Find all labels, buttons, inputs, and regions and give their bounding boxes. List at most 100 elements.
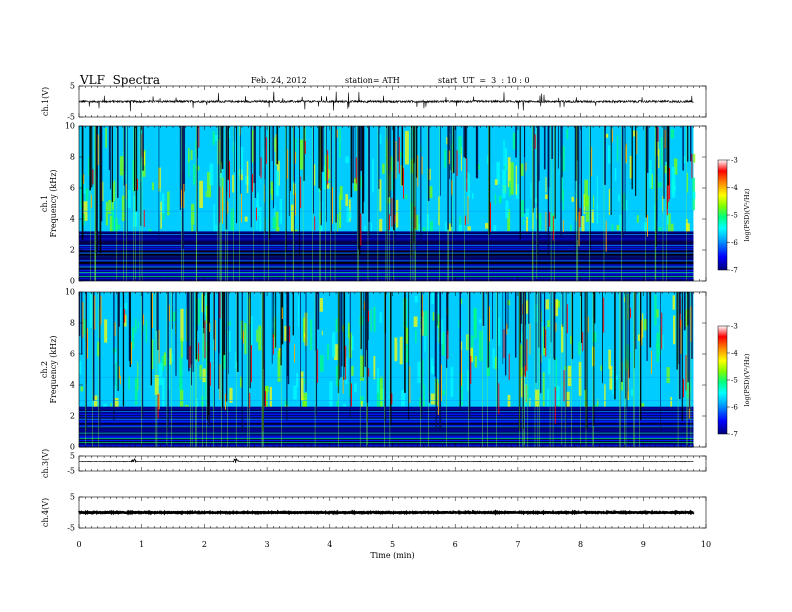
spectrogram-cell bbox=[685, 223, 690, 234]
spectrogram-cell bbox=[507, 300, 511, 306]
spectrogram-cell bbox=[498, 317, 501, 346]
y-tick-label: 10 bbox=[65, 122, 75, 131]
spectrogram-cell bbox=[244, 323, 247, 355]
spectrogram-cell bbox=[643, 318, 648, 331]
spectrogram-cell bbox=[654, 294, 657, 326]
spectrogram-cell bbox=[250, 316, 253, 346]
spectrogram-cell bbox=[160, 201, 162, 229]
spectrogram-cell bbox=[116, 224, 121, 230]
spectrogram-cell bbox=[304, 379, 306, 384]
x-tick-label: 6 bbox=[453, 540, 458, 549]
spectrogram-cell bbox=[275, 134, 277, 166]
spectrogram-cell bbox=[656, 332, 659, 363]
spectrogram-cell bbox=[445, 221, 447, 233]
spectrogram-cell bbox=[450, 367, 454, 398]
ch2-spectrogram bbox=[78, 292, 694, 448]
spectrogram-cell bbox=[204, 294, 208, 316]
spectrogram-cell bbox=[190, 203, 195, 225]
y-axis-label: ch.4(V) bbox=[41, 498, 50, 527]
spectrogram-cell bbox=[560, 324, 564, 353]
spectrogram-cell bbox=[169, 348, 172, 365]
spectrogram-cell bbox=[542, 372, 545, 407]
ch1-spectrogram bbox=[79, 126, 696, 281]
spectrogram-cell bbox=[180, 308, 184, 342]
spectrogram-cell bbox=[108, 200, 112, 215]
panels-layer bbox=[78, 85, 730, 529]
spectrogram-cell bbox=[547, 388, 549, 415]
spectrogram-cell bbox=[648, 160, 652, 188]
waveform-trace bbox=[78, 509, 695, 516]
colorbar-tick-label: -5 bbox=[731, 377, 738, 385]
spectrogram-cell bbox=[239, 376, 243, 388]
spectrogram-cell bbox=[526, 220, 528, 241]
spectrogram-cell bbox=[503, 139, 505, 167]
spectrogram-cell bbox=[429, 186, 433, 199]
band-stripe bbox=[79, 408, 694, 410]
spectrogram-cell bbox=[614, 375, 619, 381]
spectrogram-cell bbox=[578, 361, 582, 396]
spectrogram-cell bbox=[666, 367, 670, 383]
band-stripe bbox=[79, 417, 694, 420]
spectrogram-cell bbox=[324, 154, 329, 182]
spectrogram-cell bbox=[502, 169, 506, 199]
spectrogram-cell bbox=[596, 203, 599, 225]
x-tick-label: 10 bbox=[701, 540, 711, 549]
band-stripe bbox=[79, 248, 694, 251]
spectrogram-cell bbox=[145, 320, 148, 343]
figure-title: VLF Spectra bbox=[80, 73, 161, 87]
y-tick-label: 5 bbox=[70, 493, 75, 502]
spectrogram-cell bbox=[520, 367, 525, 398]
spectrogram-cell bbox=[657, 182, 662, 188]
colorbar-tick-label: -6 bbox=[731, 404, 738, 412]
spectrogram-cell bbox=[560, 168, 563, 201]
spectrogram-cell bbox=[510, 162, 514, 195]
spectrogram-cell bbox=[658, 149, 660, 169]
spectrogram-cell bbox=[550, 213, 555, 247]
spectrogram-cell bbox=[627, 345, 630, 363]
spectrogram-cell bbox=[430, 220, 434, 238]
spectrogram-cell bbox=[405, 299, 407, 333]
spectrogram-cell bbox=[371, 222, 373, 232]
spectrogram-cell bbox=[460, 147, 462, 171]
x-tick-label: 7 bbox=[515, 540, 520, 549]
spectrogram-cell bbox=[444, 149, 447, 168]
spectrogram-cell bbox=[401, 389, 405, 407]
spectrogram-cell bbox=[431, 292, 435, 305]
spectrogram-cell bbox=[125, 302, 128, 310]
spectrogram-cell bbox=[545, 299, 549, 310]
spectrogram-cell bbox=[206, 341, 208, 373]
y-axis-label: ch.1 bbox=[40, 195, 49, 212]
spectrogram-cell bbox=[161, 356, 165, 371]
spectrogram-cell bbox=[212, 131, 215, 145]
y-tick-label: 8 bbox=[70, 153, 75, 162]
band-stripe bbox=[79, 248, 694, 250]
spectrogram-cell bbox=[332, 332, 336, 358]
spectrogram-cell bbox=[625, 200, 628, 212]
spectrogram-cell bbox=[399, 336, 403, 365]
spectrogram-cell bbox=[89, 293, 93, 328]
spectrogram-cell bbox=[290, 204, 295, 235]
spectrogram-cell bbox=[616, 135, 619, 162]
spectrogram-cell bbox=[556, 300, 560, 308]
y-axis-label: Frequency (kHz) bbox=[49, 335, 58, 403]
band-stripe bbox=[79, 424, 694, 426]
spectrogram-cell bbox=[571, 196, 574, 202]
y-tick-label: 5 bbox=[70, 452, 75, 461]
spectrogram-cell bbox=[193, 164, 196, 185]
spectrogram-cell bbox=[641, 313, 644, 338]
spectrogram-cell bbox=[304, 127, 306, 154]
spectrogram-cell bbox=[214, 135, 218, 141]
spectrogram-cell bbox=[124, 314, 127, 327]
spectrogram-cell bbox=[671, 167, 676, 198]
spectrogram-cell bbox=[515, 184, 519, 199]
spectrogram-cell bbox=[269, 386, 272, 411]
spectrogram-cell bbox=[240, 146, 244, 175]
y-tick-label: 0 bbox=[70, 277, 75, 286]
spectrogram-cell bbox=[600, 365, 603, 371]
spectrogram-cell bbox=[284, 325, 289, 342]
spectrogram-cell bbox=[319, 355, 324, 372]
spectrogram-cell bbox=[140, 126, 143, 151]
spectrogram-cell bbox=[636, 215, 639, 223]
spectrogram-cell bbox=[507, 209, 511, 232]
